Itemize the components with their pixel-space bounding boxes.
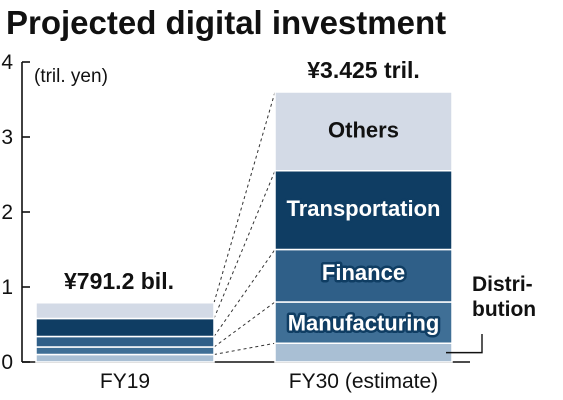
bars: [22, 91, 470, 363]
side-label: bution: [472, 298, 536, 321]
connector-line: [213, 301, 276, 348]
bar-segment: [274, 301, 453, 344]
connector-line: [213, 249, 276, 337]
total-label: ¥791.2 bil.: [64, 268, 174, 294]
y-axis: 0 1 2 3 4: [1, 51, 30, 374]
side-label: Distri-: [472, 273, 533, 296]
connector-lines: [213, 91, 276, 363]
connector-line: [213, 91, 276, 303]
bar-segment: [274, 342, 453, 363]
segment-label: Finance: [322, 260, 405, 285]
y-tick-label: 4: [1, 51, 13, 74]
bar-segment: [274, 91, 453, 172]
y-tick-label: 2: [1, 201, 13, 224]
bar-segment: [35, 353, 215, 363]
x-tick-label: FY19: [100, 370, 150, 393]
y-tick-label: 3: [1, 126, 13, 149]
labels: ¥791.2 bil. ¥3.425 tril. FY19 FY30 (estimat…: [64, 57, 536, 393]
y-tick-label: 1: [1, 276, 13, 299]
segment-label-halo: Finance: [322, 260, 405, 285]
x-tick-label: FY30 (estimate): [289, 370, 438, 393]
bar-segment: [35, 335, 215, 348]
total-label: ¥3.425 tril.: [307, 57, 420, 83]
unit-label: (tril. yen): [34, 66, 108, 87]
bar-segment: [35, 346, 215, 356]
chart-title: Projected digital investment: [6, 4, 446, 41]
segment-label-halo: Manufacturing: [288, 311, 440, 336]
bar-segment: [274, 170, 453, 251]
bar-segment: [35, 317, 215, 338]
bar-segment: [35, 302, 215, 320]
segment-label: Others: [328, 117, 399, 142]
connector-line: [213, 342, 276, 355]
segment-label: Manufacturing: [288, 311, 440, 336]
y-tick-label: 0: [1, 351, 13, 374]
segment-label-halo: Transportation: [286, 196, 440, 221]
segment-label: Transportation: [286, 196, 440, 221]
side-label-leader: [446, 334, 483, 354]
connector-line: [213, 170, 276, 319]
bar-segment: [274, 248, 453, 303]
